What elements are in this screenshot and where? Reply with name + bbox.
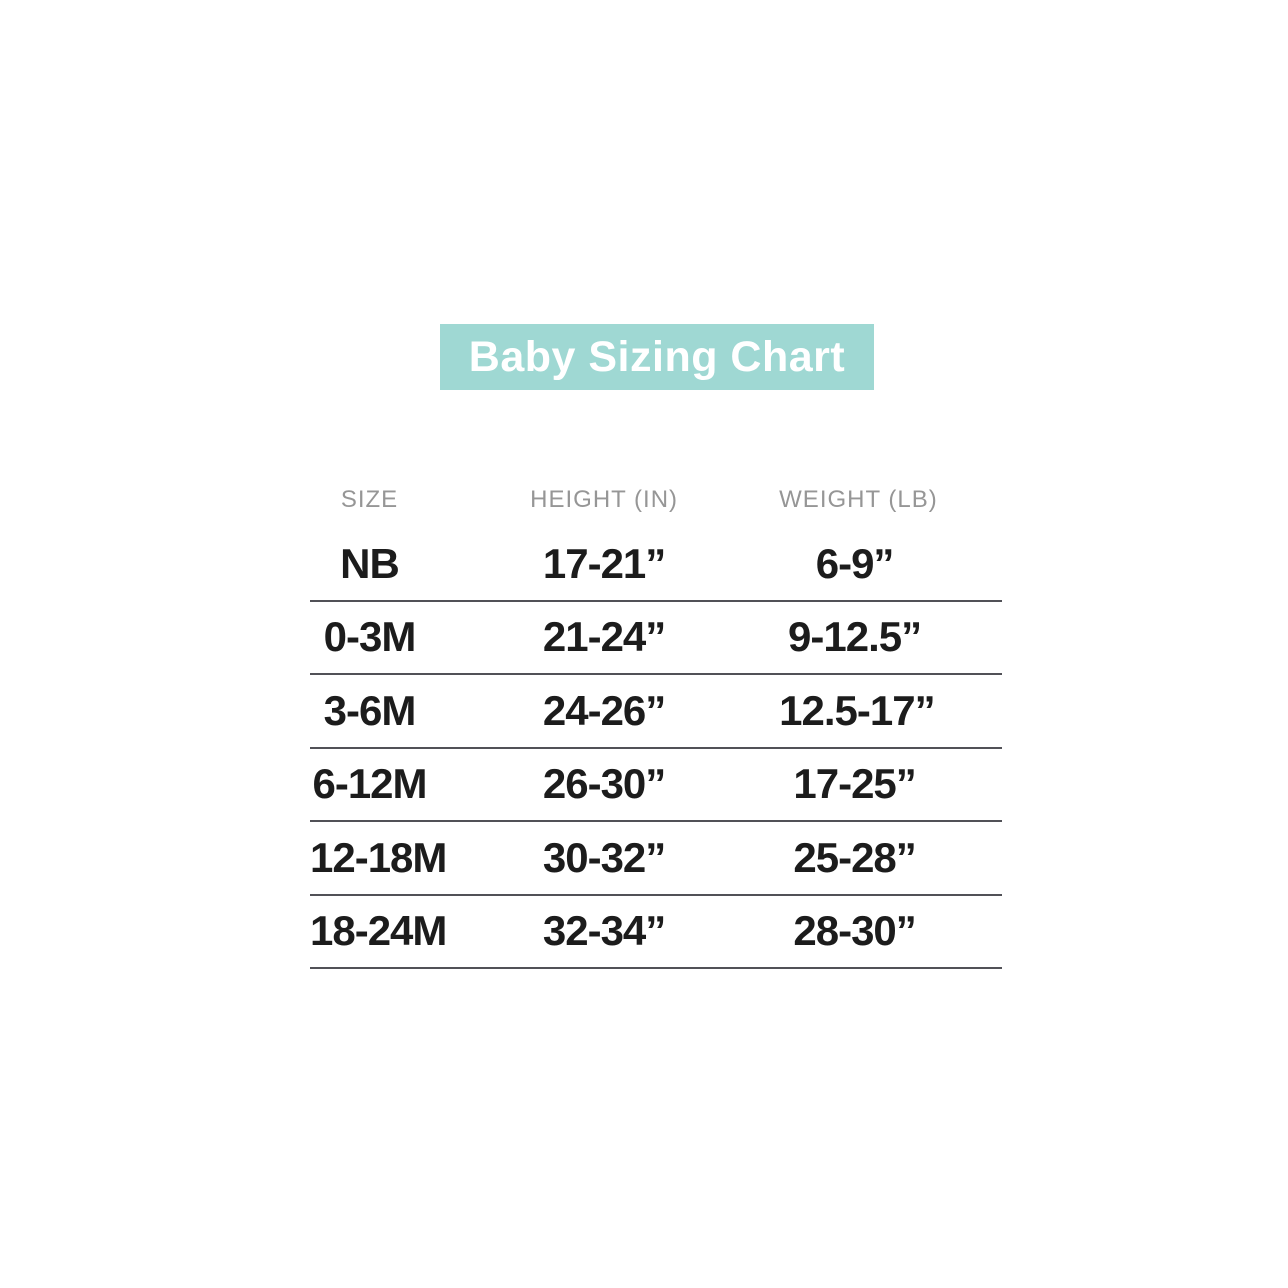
table-row-0-3m: 0-3M 21-24” 9-12.5” (310, 602, 1002, 675)
table-cell-weight: 17-25” (793, 760, 916, 808)
table-cell-weight: 9-12.5” (788, 613, 922, 661)
table-cell-height: 32-34” (542, 907, 666, 955)
column-header-weight: WEIGHT (LB) (779, 486, 938, 513)
table-cell-height: 30-32” (542, 833, 666, 881)
table-row-12-18m: 12-18M 30-32” 25-28” (310, 822, 1002, 896)
table-cell-weight: 12.5-17” (779, 686, 935, 734)
table-row-nb: NB 17-21” 6-9” (310, 528, 1002, 602)
table-header-row: SIZE HEIGHT (IN) WEIGHT (LB) (310, 472, 1002, 528)
table-cell-size: 0-3M (323, 613, 417, 661)
table-cell-height: 21-24” (542, 613, 666, 661)
table-row-18-24m: 18-24M 32-34” 28-30” (310, 896, 1002, 969)
table-cell-weight: 6-9” (815, 539, 895, 587)
table-cell-size: 12-18M (310, 833, 447, 881)
table-cell-size: 6-12M (312, 760, 427, 808)
table-cell-size: 3-6M (323, 686, 417, 734)
table-row-6-12m: 6-12M 26-30” 17-25” (310, 749, 1002, 822)
table-cell-weight: 28-30” (793, 907, 916, 955)
baby-sizing-table: SIZE HEIGHT (IN) WEIGHT (LB) NB 17-21” 6… (310, 472, 1002, 969)
table-cell-height: 17-21” (542, 539, 666, 587)
table-cell-height: 24-26” (542, 686, 666, 734)
table-cell-height: 26-30” (542, 760, 666, 808)
table-cell-size: NB (340, 539, 400, 587)
chart-title: Baby Sizing Chart (468, 332, 846, 381)
table-cell-weight: 25-28” (793, 833, 916, 881)
table-row-3-6m: 3-6M 24-26” 12.5-17” (310, 675, 1002, 749)
table-cell-size: 18-24M (310, 907, 447, 955)
column-header-height: HEIGHT (IN) (530, 486, 679, 513)
chart-title-banner: Baby Sizing Chart (440, 324, 874, 390)
column-header-size: SIZE (340, 486, 399, 513)
